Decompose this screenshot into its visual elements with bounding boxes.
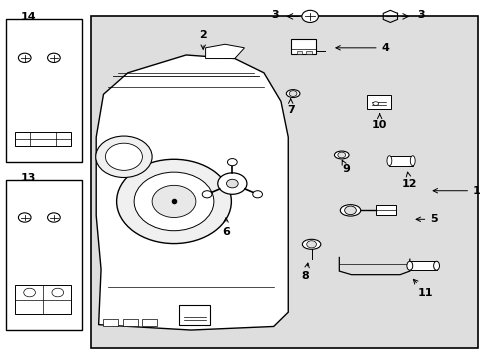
Text: 5: 5 bbox=[415, 214, 437, 224]
Bar bbox=[375, 205, 395, 215]
Circle shape bbox=[306, 241, 316, 248]
Circle shape bbox=[226, 179, 238, 188]
Bar bbox=[409, 261, 436, 270]
Circle shape bbox=[344, 206, 356, 215]
Ellipse shape bbox=[340, 204, 360, 216]
Bar bbox=[305, 51, 311, 54]
Bar bbox=[296, 51, 302, 54]
Text: 3: 3 bbox=[270, 10, 278, 19]
Ellipse shape bbox=[386, 156, 391, 166]
Polygon shape bbox=[205, 44, 244, 59]
Ellipse shape bbox=[406, 261, 412, 270]
Circle shape bbox=[19, 213, 31, 222]
Ellipse shape bbox=[372, 102, 378, 105]
Bar bbox=[122, 319, 137, 326]
Text: 4: 4 bbox=[335, 43, 388, 53]
Text: 12: 12 bbox=[401, 172, 417, 189]
Circle shape bbox=[52, 288, 63, 297]
Text: 8: 8 bbox=[301, 263, 308, 282]
Bar bbox=[91, 16, 477, 348]
Text: 3: 3 bbox=[416, 10, 424, 19]
Bar bbox=[142, 319, 157, 326]
Bar bbox=[366, 95, 390, 109]
Polygon shape bbox=[96, 55, 287, 330]
Text: 10: 10 bbox=[371, 114, 386, 130]
Circle shape bbox=[252, 191, 262, 198]
Circle shape bbox=[116, 159, 231, 244]
Ellipse shape bbox=[433, 261, 439, 270]
Ellipse shape bbox=[286, 90, 299, 98]
Circle shape bbox=[227, 158, 237, 166]
Text: 6: 6 bbox=[222, 218, 229, 237]
Circle shape bbox=[202, 191, 211, 198]
Circle shape bbox=[96, 136, 152, 177]
Text: 14: 14 bbox=[21, 13, 37, 22]
Ellipse shape bbox=[302, 239, 320, 249]
Ellipse shape bbox=[409, 156, 414, 166]
Bar bbox=[103, 319, 118, 326]
Circle shape bbox=[217, 173, 246, 194]
Circle shape bbox=[337, 152, 345, 158]
Circle shape bbox=[152, 185, 196, 217]
Bar bbox=[15, 285, 71, 314]
Circle shape bbox=[301, 10, 318, 22]
Text: 11: 11 bbox=[412, 279, 432, 297]
Bar bbox=[290, 39, 315, 54]
Circle shape bbox=[134, 172, 213, 231]
Bar bbox=[179, 305, 210, 325]
Text: 13: 13 bbox=[21, 173, 36, 183]
Text: 9: 9 bbox=[342, 160, 350, 174]
Circle shape bbox=[288, 91, 296, 96]
Bar bbox=[6, 180, 81, 330]
Circle shape bbox=[47, 53, 60, 63]
Bar bbox=[6, 19, 81, 162]
Text: 1: 1 bbox=[432, 186, 480, 196]
Text: 7: 7 bbox=[286, 99, 294, 115]
Bar bbox=[15, 132, 71, 146]
Circle shape bbox=[19, 53, 31, 63]
Ellipse shape bbox=[334, 151, 348, 159]
Text: 2: 2 bbox=[199, 30, 206, 49]
Bar bbox=[388, 156, 412, 166]
Circle shape bbox=[47, 213, 60, 222]
Circle shape bbox=[24, 288, 35, 297]
Circle shape bbox=[105, 143, 142, 170]
